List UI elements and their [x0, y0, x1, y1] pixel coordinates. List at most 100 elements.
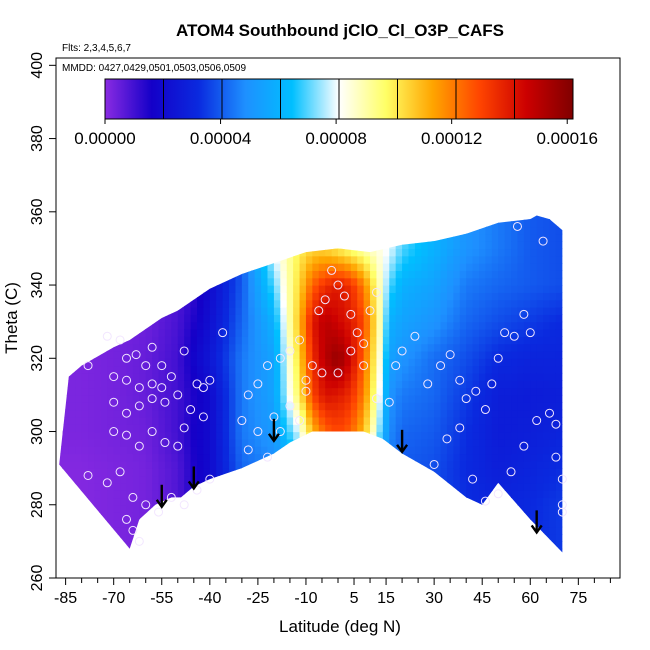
x-tick-label: -85	[54, 590, 77, 607]
heat-cell	[479, 270, 487, 279]
heat-cell	[466, 526, 474, 535]
heat-cell	[81, 241, 89, 250]
heat-cell	[184, 215, 192, 220]
heat-cell	[466, 512, 474, 521]
heat-cell	[248, 402, 256, 411]
heat-cell	[94, 387, 102, 396]
heat-cell	[607, 248, 614, 256]
heat-cell	[453, 380, 461, 389]
heat-cell	[59, 321, 64, 330]
heat-cell	[88, 350, 96, 359]
heat-cell	[569, 285, 576, 293]
heat-cell	[569, 446, 576, 454]
heat-cell	[601, 380, 608, 388]
heat-cell	[434, 534, 442, 542]
heat-cell	[209, 490, 217, 499]
heat-cell	[562, 365, 563, 374]
heat-cell	[395, 402, 403, 411]
heat-cell	[203, 394, 211, 403]
heat-cell	[177, 416, 185, 425]
heat-cell	[209, 372, 217, 381]
heat-cell	[59, 380, 64, 389]
heat-cell	[459, 336, 467, 345]
heat-cell	[197, 350, 205, 359]
heat-cell	[530, 219, 538, 228]
heat-cell	[555, 409, 563, 418]
heat-cell	[408, 292, 416, 301]
heat-cell	[94, 431, 102, 440]
heat-cell	[517, 431, 525, 440]
sample-point	[198, 412, 208, 422]
heat-cell	[62, 307, 70, 315]
heat-cell	[132, 490, 140, 499]
heat-cell	[504, 292, 512, 301]
heat-cell	[132, 424, 140, 433]
heat-cell	[318, 431, 326, 440]
heat-cell	[261, 380, 269, 389]
heat-cell	[395, 475, 403, 484]
heat-cell	[94, 219, 102, 228]
heat-cell	[536, 215, 544, 220]
heat-cell	[94, 321, 102, 330]
heat-cell	[164, 226, 172, 235]
heat-cell	[318, 446, 326, 455]
heat-cell	[81, 424, 89, 433]
heat-cell	[126, 438, 134, 447]
heat-cell	[582, 248, 589, 256]
flight-marker-arrow	[155, 484, 168, 509]
heat-cell	[414, 314, 422, 323]
heat-cell	[81, 512, 89, 521]
heat-cell	[498, 314, 506, 323]
heat-cell	[299, 350, 307, 359]
heat-cell	[325, 468, 333, 477]
heat-cell	[305, 468, 313, 477]
heat-cell	[82, 556, 89, 564]
heat-cell	[145, 387, 153, 396]
heat-cell	[428, 204, 435, 212]
heat-cell	[588, 358, 595, 366]
heat-cell	[59, 416, 64, 425]
sample-point	[134, 536, 144, 546]
heat-cell	[350, 512, 358, 521]
heat-cell	[209, 358, 217, 367]
heat-cell	[331, 460, 339, 469]
heat-cell	[62, 512, 70, 521]
heat-cell	[440, 475, 448, 484]
heat-cell	[139, 215, 147, 220]
heat-cell	[273, 438, 281, 447]
heat-cell	[190, 460, 198, 469]
heat-cell	[107, 248, 115, 257]
heat-cell	[261, 372, 269, 381]
heat-cell	[171, 241, 179, 250]
heat-cell	[357, 241, 365, 250]
heat-cell	[582, 307, 589, 315]
heat-cell	[248, 372, 256, 381]
heat-cell	[280, 475, 288, 484]
heat-cell	[107, 460, 115, 469]
heat-cell	[523, 263, 531, 271]
heat-cell	[536, 255, 544, 264]
heat-cell	[344, 204, 351, 212]
heat-cell	[299, 512, 307, 521]
heat-cell	[344, 438, 352, 447]
sample-point	[352, 328, 362, 338]
heat-cell	[479, 365, 487, 374]
heat-cell	[395, 497, 403, 506]
sample-point	[397, 346, 407, 356]
heat-cell	[75, 270, 83, 279]
heat-cell	[504, 394, 512, 403]
heat-cell	[152, 277, 160, 286]
heat-cell	[222, 285, 230, 293]
heat-cell	[453, 416, 461, 425]
heat-cell	[582, 505, 589, 513]
heat-cell	[427, 453, 435, 462]
heat-cell	[81, 277, 89, 286]
heat-cell	[575, 263, 582, 271]
heat-cell	[177, 438, 185, 447]
heat-cell	[504, 446, 512, 455]
heat-cell	[415, 563, 422, 571]
heat-cell	[299, 233, 307, 242]
heat-cell	[139, 299, 147, 308]
heat-cell	[594, 226, 601, 234]
